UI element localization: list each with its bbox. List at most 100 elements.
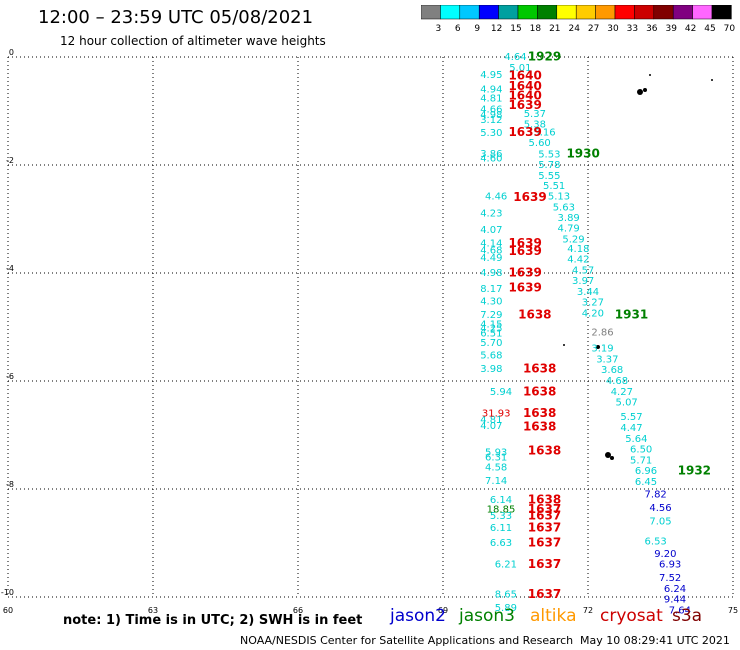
data-label-jason3: 5.55: [538, 171, 560, 182]
data-label-jason3: 4.68: [480, 245, 502, 256]
data-label-jason3: 4.81: [480, 94, 502, 105]
data-label-jason3: 5.57: [620, 412, 642, 423]
data-label-jason3: 3.27: [582, 298, 604, 309]
data-label-cryosat: 1639: [513, 190, 546, 204]
data-label-cryosat: 1639: [508, 244, 541, 258]
data-label-jason3: 5.68: [480, 351, 502, 362]
y-tick-label: -6: [6, 372, 14, 381]
legend-label: 12: [491, 24, 502, 34]
data-label-jason3: 8.65: [495, 589, 517, 600]
data-label-jason3: 3.97: [572, 276, 594, 287]
data-label-jason3-time: 1929: [528, 50, 561, 64]
data-label-cryosat: 1638: [528, 492, 561, 506]
data-label-jason2: 7.82: [645, 489, 667, 500]
data-label-jason2: 6.93: [659, 560, 681, 571]
legend-label: 45: [704, 24, 715, 34]
island-marker: [605, 452, 611, 458]
legend-label: 3: [436, 24, 442, 34]
data-label-jason3: 5.78: [538, 160, 560, 171]
data-label-jason3: 4.07: [480, 225, 502, 236]
legend-label: 24: [568, 24, 580, 34]
data-label-jason3: 6.96: [635, 466, 657, 477]
data-label-jason3: 5.51: [543, 181, 565, 192]
data-label-jason2: 7.52: [659, 573, 681, 584]
data-label-jason3: 3.86: [480, 149, 502, 160]
data-label-jason2: 7.64: [669, 606, 691, 617]
data-label-jason3: 5.07: [616, 398, 638, 409]
data-label-jason3: 4.20: [582, 309, 604, 320]
data-label-cryosat: 1637: [528, 557, 561, 571]
y-tick-label: -8: [6, 480, 14, 489]
mission-s3a: s3a: [672, 606, 703, 626]
data-label-jason3: 3.68: [601, 365, 623, 376]
data-label-jason3: 6.53: [645, 536, 667, 547]
legend-label: 36: [646, 24, 658, 34]
data-label-jason3-time: 1930: [566, 147, 599, 161]
data-label-cryosat: 1640: [508, 88, 541, 102]
data-label-jason3: 6.45: [635, 477, 657, 488]
legend-label: 6: [455, 24, 461, 34]
data-label-jason3: 4.27: [611, 387, 633, 398]
data-label-jason3: 5.64: [625, 434, 647, 445]
data-label-jason3: 4.42: [567, 255, 589, 266]
y-tick-label: -2: [6, 156, 14, 165]
data-label-cryosat: 1640: [508, 68, 541, 82]
data-label-cryosat: 1638: [523, 384, 556, 398]
data-label-jason3: 5.37: [524, 109, 546, 120]
data-label-jason3: 3.89: [558, 213, 580, 224]
legend-label: 39: [665, 24, 677, 34]
data-label-jason3: 4.95: [480, 70, 502, 81]
data-label-jason3: 4.47: [620, 423, 642, 434]
island-marker: [596, 345, 600, 349]
legend-label: 9: [474, 24, 480, 34]
timestamp-text: May 10 08:29:41 UTC 2021: [580, 634, 730, 647]
data-label-jason3: 5.89: [495, 603, 517, 614]
data-label-cryosat: 1637: [528, 520, 561, 534]
data-label-jason3: 5.94: [490, 387, 512, 398]
data-label-cryosat: 31.93: [482, 408, 511, 419]
data-label-cryosat: 1637: [528, 502, 561, 516]
data-label-jason3: 8.17: [480, 284, 502, 295]
data-label-jason3: 4.46: [485, 191, 507, 202]
data-label-jason3: 3.44: [577, 287, 599, 298]
island-marker: [610, 456, 614, 460]
x-tick-label: 66: [293, 606, 303, 615]
data-label-jason3: 4.66: [480, 104, 502, 115]
data-label-cryosat: 1637: [528, 587, 561, 601]
data-label-jason3: 5.13: [548, 191, 570, 202]
data-label-jason3: 7.05: [649, 516, 671, 527]
data-label-cryosat: 1638: [518, 308, 551, 322]
x-tick-label: 75: [728, 606, 738, 615]
data-label-cryosat: 1639: [508, 125, 541, 139]
y-tick-label: -10: [1, 588, 14, 597]
data-label-jason3: 4.30: [480, 297, 502, 308]
data-label-jason3: 4.25: [480, 324, 502, 335]
legend-label: 70: [724, 24, 736, 34]
data-label-jason3: 4.15: [480, 319, 502, 330]
data-label-cryosat: 1639: [508, 98, 541, 112]
data-label-jason3-time: 18.85: [487, 505, 516, 516]
legend-label: 42: [685, 24, 696, 34]
data-label-cryosat: 1639: [508, 236, 541, 250]
data-label-jason3: 4.81: [480, 415, 502, 426]
data-label-jason3: 3.37: [596, 354, 618, 365]
x-tick-label: 63: [148, 606, 158, 615]
data-label-other: 2.86: [591, 327, 613, 338]
credit-text: NOAA/NESDIS Center for Satellite Applica…: [240, 634, 574, 647]
data-label-jason3: 4.79: [558, 224, 580, 235]
data-label-jason3: 5.70: [480, 338, 502, 349]
legend-label: 15: [510, 24, 521, 34]
data-label-jason3: 4.98: [480, 110, 502, 121]
mission-cryosat: cryosat: [600, 606, 663, 626]
data-label-jason3: 7.29: [480, 310, 502, 321]
data-label-jason3-time: 1931: [615, 308, 648, 322]
data-label-cryosat: 1638: [523, 419, 556, 433]
island-marker: [711, 79, 713, 81]
data-label-jason2: 6.24: [664, 584, 686, 595]
data-label-jason3: 5.01: [509, 63, 531, 74]
x-tick-label: 69: [438, 606, 448, 615]
data-label-jason3: 4.57: [572, 265, 594, 276]
data-label-jason3: 4.68: [606, 376, 628, 387]
data-label-jason3: 6.51: [480, 328, 502, 339]
